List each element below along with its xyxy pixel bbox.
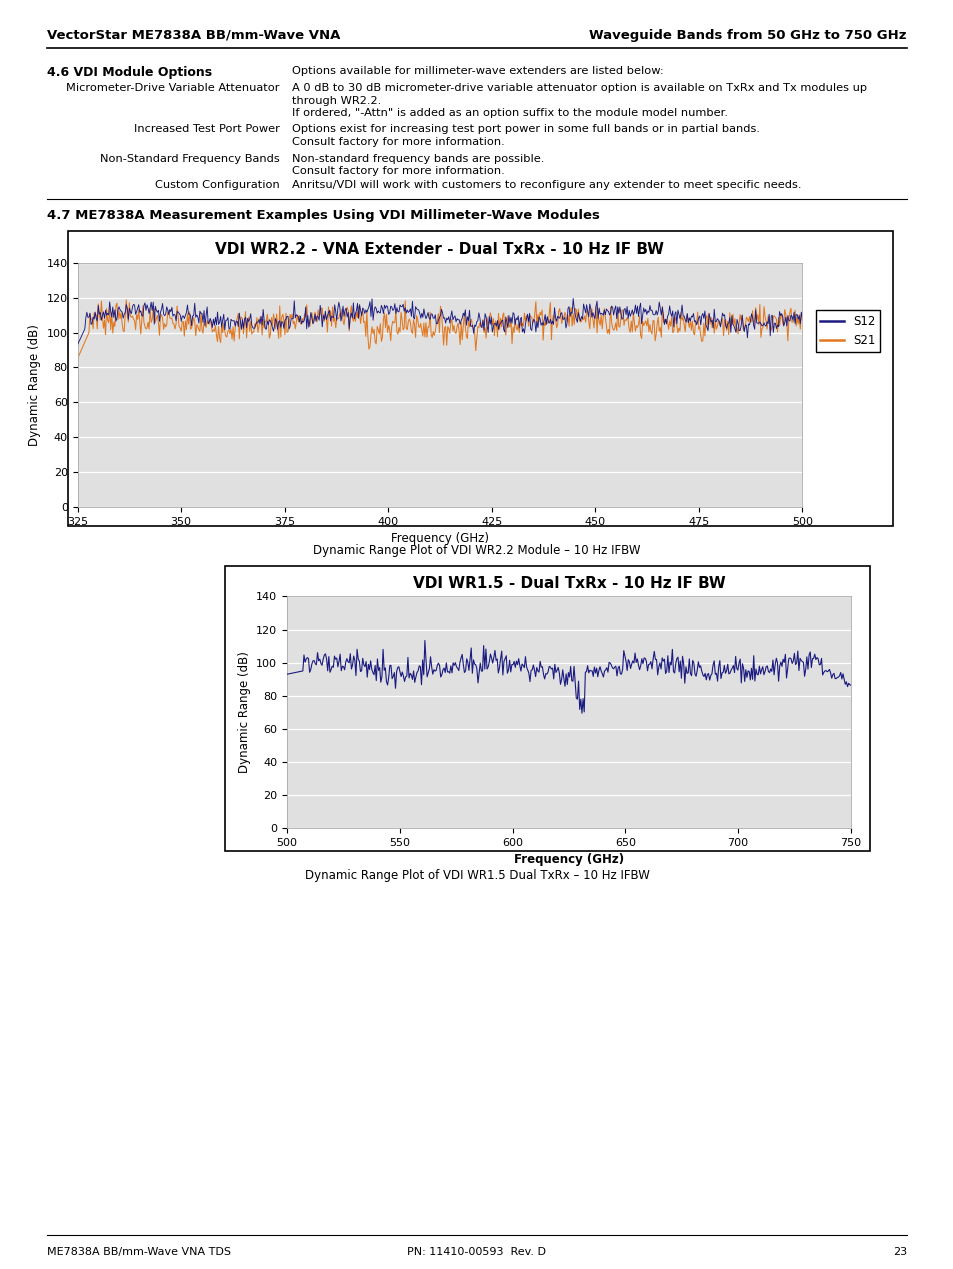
Text: Non-Standard Frequency Bands: Non-Standard Frequency Bands: [100, 154, 280, 164]
Bar: [225, 566, 869, 851]
Text: VectorStar ME7838A BB/mm-Wave VNA: VectorStar ME7838A BB/mm-Wave VNA: [47, 28, 340, 42]
Text: If ordered, "-Attn" is added as an option suffix to the module model number.: If ordered, "-Attn" is added as an optio…: [292, 108, 727, 118]
Text: Increased Test Port Power: Increased Test Port Power: [134, 124, 280, 135]
Text: Dynamic Range Plot of VDI WR1.5 Dual TxRx – 10 Hz IFBW: Dynamic Range Plot of VDI WR1.5 Dual TxR…: [304, 869, 649, 882]
Title: VDI WR2.2 - VNA Extender - Dual TxRx - 10 Hz IF BW: VDI WR2.2 - VNA Extender - Dual TxRx - 1…: [215, 242, 663, 258]
Text: Waveguide Bands from 50 GHz to 750 GHz: Waveguide Bands from 50 GHz to 750 GHz: [589, 28, 906, 42]
Text: Dynamic Range Plot of VDI WR2.2 Module – 10 Hz IFBW: Dynamic Range Plot of VDI WR2.2 Module –…: [313, 544, 640, 557]
X-axis label: Frequency (GHz): Frequency (GHz): [514, 854, 623, 867]
Text: Anritsu/VDI will work with customers to reconfigure any extender to meet specifi: Anritsu/VDI will work with customers to …: [292, 180, 801, 190]
X-axis label: Frequency (GHz): Frequency (GHz): [391, 532, 489, 546]
Text: Consult factory for more information.: Consult factory for more information.: [292, 166, 504, 176]
Text: Options exist for increasing test port power in some full bands or in partial ba: Options exist for increasing test port p…: [292, 124, 760, 135]
Text: through WR2.2.: through WR2.2.: [292, 95, 381, 105]
Legend: S12, S21: S12, S21: [815, 311, 880, 352]
Text: Consult factory for more information.: Consult factory for more information.: [292, 137, 504, 147]
Text: ME7838A BB/mm-Wave VNA TDS: ME7838A BB/mm-Wave VNA TDS: [47, 1247, 231, 1258]
Text: 23: 23: [892, 1247, 906, 1258]
Text: Custom Configuration: Custom Configuration: [155, 180, 280, 190]
Text: 4.6 VDI Module Options: 4.6 VDI Module Options: [47, 66, 212, 79]
Text: 4.7 ME7838A Measurement Examples Using VDI Millimeter-Wave Modules: 4.7 ME7838A Measurement Examples Using V…: [47, 209, 599, 222]
Text: Non-standard frequency bands are possible.: Non-standard frequency bands are possibl…: [292, 154, 544, 164]
Text: PN: 11410-00593  Rev. D: PN: 11410-00593 Rev. D: [407, 1247, 546, 1258]
Text: Micrometer-Drive Variable Attenuator: Micrometer-Drive Variable Attenuator: [67, 82, 280, 93]
Bar: [68, 231, 892, 525]
Y-axis label: Dynamic Range (dB): Dynamic Range (dB): [28, 324, 41, 445]
Text: A 0 dB to 30 dB micrometer-drive variable attenuator option is available on TxRx: A 0 dB to 30 dB micrometer-drive variabl…: [292, 82, 866, 93]
Title: VDI WR1.5 - Dual TxRx - 10 Hz IF BW: VDI WR1.5 - Dual TxRx - 10 Hz IF BW: [412, 576, 724, 591]
Text: Options available for millimeter-wave extenders are listed below:: Options available for millimeter-wave ex…: [292, 66, 663, 76]
Y-axis label: Dynamic Range (dB): Dynamic Range (dB): [237, 651, 251, 773]
